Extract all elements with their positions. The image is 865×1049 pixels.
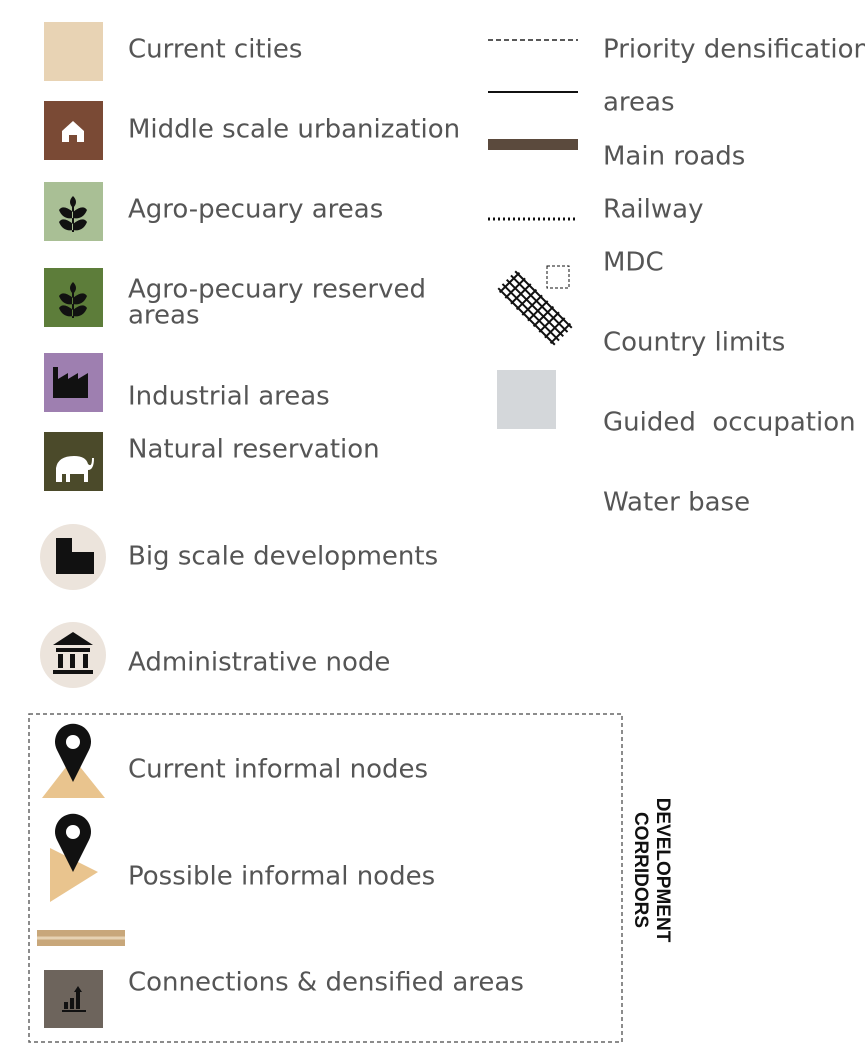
corridor-label: CORRIDORS [630,812,651,928]
label: Natural reservation [128,435,380,465]
swatch [497,370,556,429]
label: Middle scale urbanization [128,115,460,145]
label: Water base [603,488,750,518]
mdc-tile [547,266,569,288]
label: Agro-pecuary areas [128,195,383,225]
label: areas [603,88,675,118]
label: Industrial areas [128,382,330,412]
label: Administrative node [128,648,390,678]
swatch [44,22,103,81]
label: Big scale developments [128,542,438,572]
label: Railway [603,195,703,225]
label: Country limits [603,328,785,358]
label: Main roads [603,142,745,172]
label: Connections & densified areas [128,968,524,998]
road-bar [488,139,578,150]
corridor-label: DEVELOPMENT [652,798,673,943]
pin-icon [55,724,91,782]
label: Possible informal nodes [128,862,435,892]
label: Current informal nodes [128,755,428,785]
label: areas [128,301,200,331]
pin-hole [66,735,80,749]
pin-hole [66,825,80,839]
legend: Current cities Middle scale urbanization… [0,0,865,1049]
label: MDC [603,248,664,278]
label: Priority densification [603,35,865,65]
label: Current cities [128,35,302,65]
page: Current cities Middle scale urbanization… [0,0,865,1049]
label: Guided occupation [603,408,856,438]
